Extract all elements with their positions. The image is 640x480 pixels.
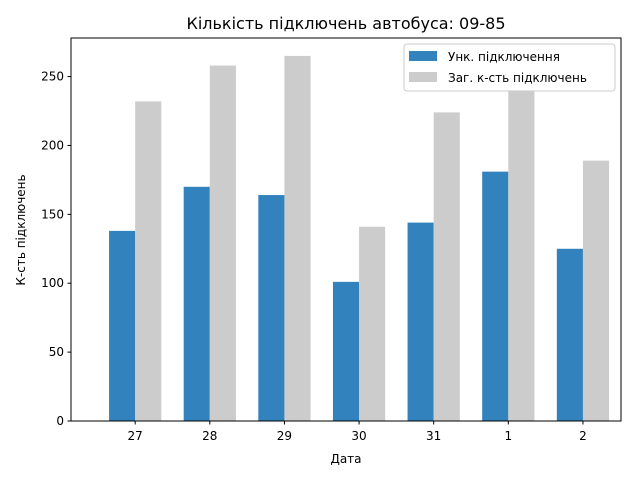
bar-total-30	[359, 226, 386, 421]
bar-unique-27	[109, 230, 136, 421]
legend-label-unique: Унк. підключення	[448, 50, 560, 64]
x-tick-label: 31	[426, 429, 441, 443]
y-tick-label: 200	[41, 138, 64, 152]
x-tick-label: 1	[504, 429, 512, 443]
bar-unique-2	[556, 248, 583, 421]
axes-group: 0 50 100 150 200 250 27 28 29 30 31 1 2	[41, 37, 622, 443]
x-axis-label: Дата	[330, 452, 361, 466]
plot-frame	[70, 37, 622, 422]
y-tick-label: 150	[41, 207, 64, 221]
bar-unique-1	[482, 171, 509, 421]
legend-box	[403, 43, 616, 92]
x-tick-label: 30	[351, 429, 366, 443]
bar-unique-28	[183, 186, 210, 421]
legend-swatch-total	[409, 72, 437, 82]
bar-total-27	[135, 101, 162, 422]
x-tick-label: 27	[128, 429, 143, 443]
bar-total-31	[433, 112, 460, 421]
bar-total-28	[209, 65, 236, 421]
y-tick-label: 50	[49, 345, 64, 359]
bar-total-29	[284, 55, 311, 422]
bars-group	[109, 55, 610, 422]
legend-label-total: Заг. к-сть підключень	[448, 71, 587, 85]
bar-total-2	[582, 160, 610, 421]
chart-title: Кількість підключень автобуса: 09-85	[186, 14, 505, 33]
y-tick-label: 100	[41, 276, 64, 290]
bar-total-1	[508, 90, 535, 422]
x-tick-label: 2	[579, 429, 587, 443]
y-tick-label: 0	[56, 414, 64, 428]
bar-unique-30	[332, 281, 360, 421]
x-tick-label: 29	[277, 429, 292, 443]
legend: Унк. підключення Заг. к-сть підключень	[403, 43, 616, 92]
bar-unique-29	[258, 195, 285, 421]
y-tick-label: 250	[41, 70, 64, 84]
y-axis-label: К-сть підключень	[14, 174, 28, 285]
legend-swatch-unique	[409, 51, 437, 61]
bar-unique-31	[407, 222, 434, 421]
x-tick-label: 28	[202, 429, 217, 443]
